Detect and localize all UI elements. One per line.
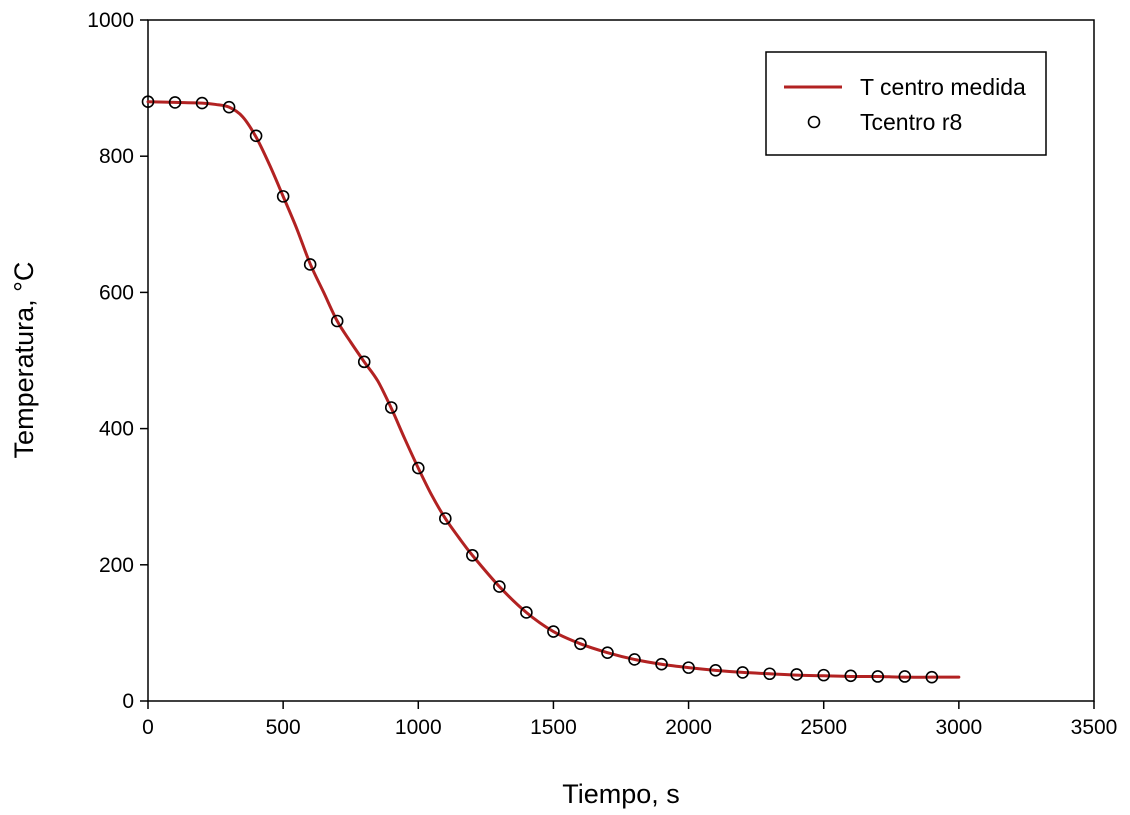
series-line-t-centro-medida — [146, 100, 961, 679]
plot-frame — [147, 19, 1095, 702]
data-point-tcentro-r8 — [411, 461, 425, 475]
y-tick-label: 600 — [99, 281, 134, 304]
data-point-tcentro-r8 — [601, 646, 614, 659]
data-point-tcentro-r8 — [384, 401, 398, 414]
x-tick-label: 3500 — [1071, 716, 1118, 739]
data-point-tcentro-r8 — [682, 661, 695, 674]
y-tick-label: 800 — [99, 145, 134, 168]
legend-label-scatter: Tcentro r8 — [860, 109, 962, 135]
data-point-tcentro-r8 — [844, 669, 858, 683]
data-point-tcentro-r8 — [439, 512, 452, 525]
data-point-tcentro-r8 — [195, 96, 209, 110]
data-point-tcentro-r8 — [168, 96, 182, 109]
data-point-tcentro-r8 — [547, 625, 560, 638]
data-point-tcentro-r8 — [709, 664, 722, 677]
data-point-tcentro-r8 — [817, 668, 831, 682]
data-point-tcentro-r8 — [763, 667, 776, 681]
data-point-tcentro-r8 — [655, 657, 668, 671]
y-tick-label: 200 — [99, 554, 134, 577]
y-tick-label: 400 — [99, 418, 134, 441]
y-axis-ticks: 0 200 400 600 800 1000 — [87, 9, 148, 713]
data-point-tcentro-r8 — [790, 668, 803, 681]
data-point-tcentro-r8 — [520, 606, 533, 619]
y-tick-label: 0 — [122, 690, 134, 713]
data-point-tcentro-r8 — [357, 355, 371, 369]
data-point-tcentro-r8 — [736, 666, 749, 679]
data-point-tcentro-r8 — [574, 637, 587, 651]
series-layer — [141, 95, 961, 684]
data-point-tcentro-r8 — [871, 670, 885, 683]
y-axis-title: Temperatura, °C — [9, 262, 39, 459]
data-point-tcentro-r8 — [925, 670, 939, 684]
x-tick-label: 500 — [266, 716, 301, 739]
data-point-tcentro-r8 — [222, 100, 236, 114]
x-tick-label: 2500 — [800, 716, 847, 739]
x-tick-label: 2000 — [665, 716, 712, 739]
data-point-tcentro-r8 — [628, 653, 641, 666]
x-tick-label: 0 — [142, 716, 154, 739]
data-point-tcentro-r8 — [330, 314, 344, 328]
legend: T centro medida Tcentro r8 — [765, 51, 1047, 156]
legend-marker-swatch — [807, 115, 821, 129]
x-tick-label: 3000 — [935, 716, 982, 739]
x-axis-title: Tiempo, s — [562, 779, 680, 809]
data-point-tcentro-r8 — [276, 190, 290, 203]
data-point-tcentro-r8 — [303, 258, 317, 271]
x-tick-label: 1500 — [530, 716, 577, 739]
data-point-tcentro-r8 — [141, 95, 155, 109]
data-point-tcentro-r8 — [898, 670, 912, 683]
y-tick-label: 1000 — [87, 9, 134, 32]
legend-label-line: T centro medida — [860, 74, 1026, 100]
legend-box — [765, 51, 1047, 156]
data-point-tcentro-r8 — [493, 580, 506, 593]
data-point-tcentro-r8 — [466, 548, 479, 562]
x-axis-ticks: 0 500 1000 1500 2000 2500 3000 3500 — [142, 701, 1117, 739]
data-point-tcentro-r8 — [249, 129, 263, 143]
x-tick-label: 1000 — [395, 716, 442, 739]
